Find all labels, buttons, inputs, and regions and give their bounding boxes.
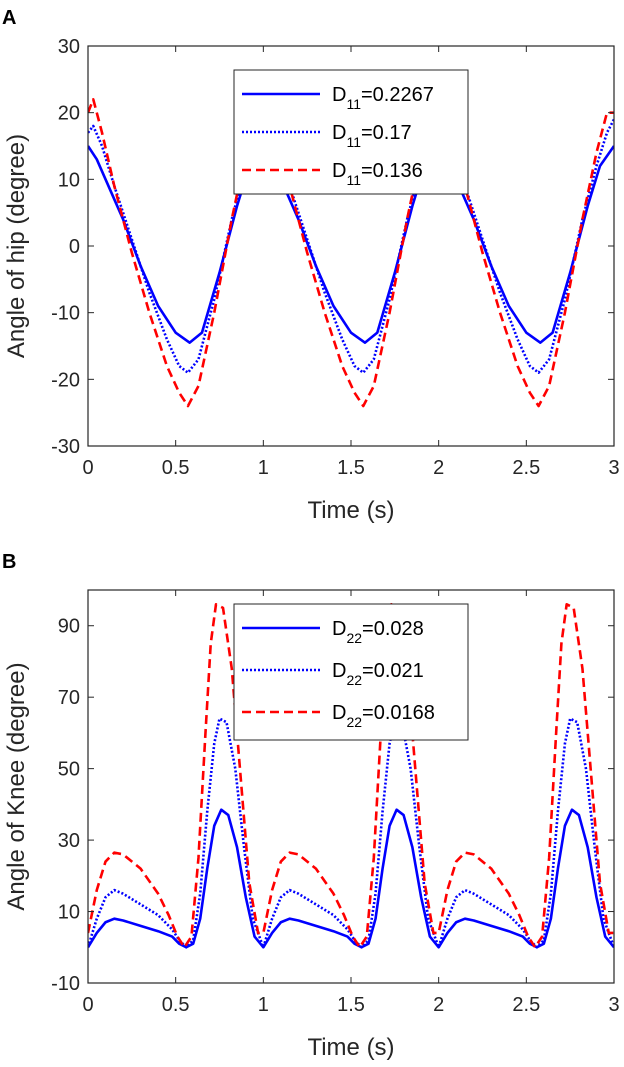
legend-main: D [332,160,346,182]
legend-entry-1: D11=0.17 [332,122,412,150]
panel-label-a: A [2,7,16,29]
y-tick-label: 20 [58,103,80,125]
series-line-0-1 [88,118,614,374]
legend-subscript: 11 [346,172,361,188]
y-tick-label: 30 [58,830,80,852]
legend-subscript: 11 [346,134,361,150]
x-tick-label: 0 [82,457,93,479]
legend-value: =0.021 [362,660,424,682]
legend-value: =0.028 [362,618,424,640]
y-axis-label-hip: Angle of hip (degree) [3,134,30,358]
x-tick-label: 3 [608,994,619,1016]
x-tick-label: 0.5 [162,457,190,479]
legend-subscript: 22 [346,714,362,730]
legend-entry-2: D11=0.136 [332,160,423,188]
knee-angle-chart: B Angle of Knee (degree) Time (s) 0 0.5 1 1… [2,551,620,1061]
legend-entry-0: D11=0.2267 [332,84,434,112]
y-tick-label: -20 [51,369,80,391]
x-axis-label-knee: Time (s) [307,1034,394,1061]
legend-main: D [332,702,346,724]
x-tick-label: 1 [258,994,269,1016]
legend-main: D [332,660,346,682]
y-tick-label: -30 [51,436,80,458]
hip-angle-chart: A Angle of hip (degree) Time (s) 0 0.5 1 1.… [2,7,620,524]
y-tick-label: 50 [58,759,80,781]
y-tick-label: -10 [51,973,80,995]
x-tick-label: 0.5 [162,994,190,1016]
x-tick-label: 2.5 [512,457,540,479]
series-line-0-2 [88,98,614,408]
series-line-1-2 [88,602,614,949]
y-tick-label: 90 [58,616,80,638]
legend-entry-2: D22=0.0168 [332,702,435,730]
x-tick-label: 2.5 [512,994,540,1016]
legend-entry-0: D22=0.028 [332,618,424,646]
legend-subscript: 22 [346,672,362,688]
x-tick-label: 1.5 [337,457,365,479]
legend-main: D [332,122,346,144]
legend-box [233,69,469,195]
legend-main: D [332,84,346,106]
legend-main: D [332,618,346,640]
y-tick-label: 10 [58,169,80,191]
legend-value: =0.136 [361,160,423,182]
legend-value: =0.0168 [362,702,435,724]
y-tick-label: -10 [51,303,80,325]
panel-label-b: B [2,551,16,573]
y-axis-label-knee: Angle of Knee (degree) [3,662,30,910]
x-axis-label-hip: Time (s) [307,497,394,524]
legend-entry-1: D22=0.021 [332,660,424,688]
legend-subscript: 11 [346,96,361,112]
legend-value: =0.2267 [361,84,434,106]
x-tick-label: 1 [258,457,269,479]
y-tick-label: 70 [58,687,80,709]
x-tick-label: 2 [433,457,444,479]
legend-subscript: 22 [346,630,362,646]
y-tick-label: 10 [58,902,80,924]
y-tick-label: 30 [58,36,80,58]
x-tick-label: 0 [82,994,93,1016]
legend-box [233,603,469,741]
legend-value: =0.17 [361,122,412,144]
y-tick-label: 0 [69,236,80,258]
x-tick-label: 2 [433,994,444,1016]
x-tick-label: 3 [608,457,619,479]
x-tick-label: 1.5 [337,994,365,1016]
series-line-0-0 [88,144,614,344]
